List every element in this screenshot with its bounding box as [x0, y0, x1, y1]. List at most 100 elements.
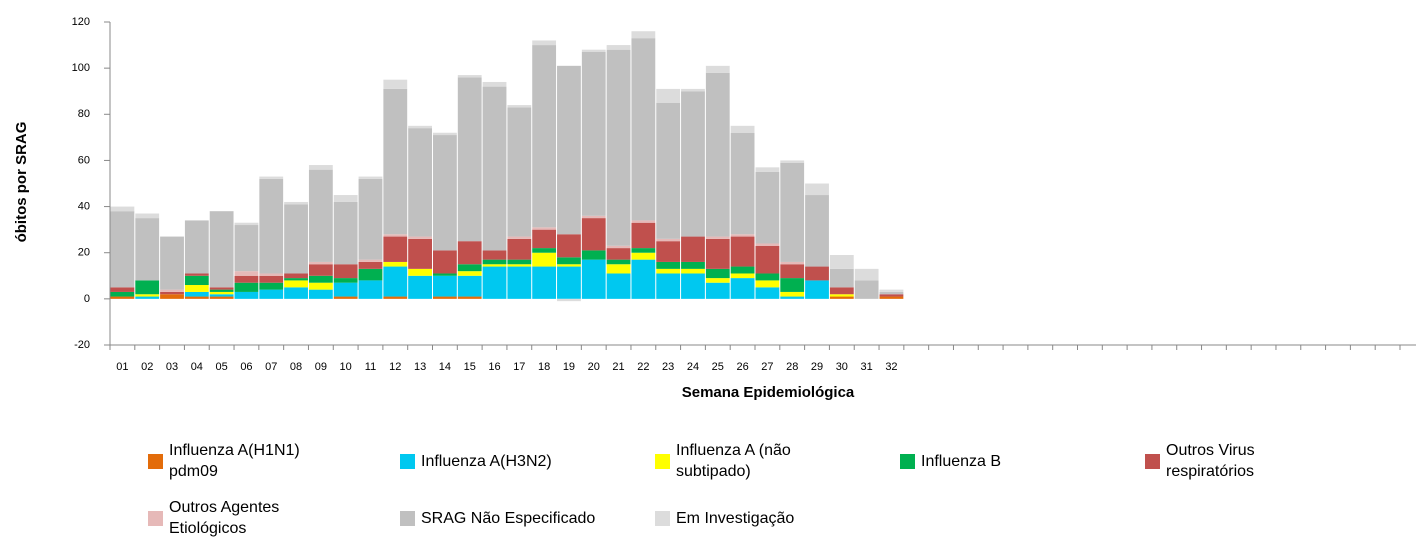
y-tick-label: -20 — [74, 339, 90, 351]
bar-segment — [681, 88, 705, 92]
bar-segment — [234, 225, 259, 272]
x-tick-label: 06 — [240, 361, 252, 373]
bar-segment — [879, 291, 904, 295]
bar-segment — [259, 282, 284, 290]
bar-segment — [805, 183, 829, 196]
bar-segment — [681, 236, 705, 262]
x-tick-label: 24 — [687, 361, 699, 373]
bar-segment — [705, 72, 730, 237]
bar-segment — [135, 218, 160, 281]
bar-segment — [308, 289, 333, 299]
bar-segment — [780, 160, 805, 163]
bar-segment — [829, 296, 854, 299]
bar-segment — [333, 278, 358, 283]
x-tick-label: 02 — [141, 361, 153, 373]
bar-segment — [705, 238, 730, 269]
bar-segment — [284, 201, 308, 205]
bar-segment — [532, 266, 557, 299]
bar-segment — [135, 213, 160, 219]
bar-segment — [557, 234, 581, 258]
bar-segment — [408, 275, 432, 299]
bar-segment — [234, 275, 259, 283]
legend-swatch — [655, 453, 670, 469]
bar-segment — [829, 294, 854, 297]
bar-segment — [482, 264, 507, 267]
bar-segment — [730, 236, 755, 267]
bar-segment — [755, 171, 780, 244]
y-tick-label: 100 — [72, 62, 90, 74]
bar-segment — [209, 211, 234, 288]
x-tick-label: 19 — [563, 361, 575, 373]
bar-segment — [333, 264, 358, 279]
bar-segment — [805, 266, 829, 281]
bar-segment — [532, 248, 557, 253]
bar-segment — [284, 278, 308, 281]
bar-segment — [259, 176, 284, 179]
bar-segment — [333, 195, 358, 202]
y-tick-label: 60 — [78, 154, 90, 166]
bar-segment — [581, 218, 606, 251]
bar-segment — [184, 273, 209, 276]
bar-segment — [606, 264, 631, 274]
bar-segment — [433, 250, 457, 274]
bar-segment — [110, 296, 135, 299]
bar-segment — [457, 75, 482, 78]
bar-segment — [755, 287, 780, 299]
y-tick-label: 20 — [78, 247, 90, 259]
bar-segment — [507, 259, 532, 265]
x-tick-label: 12 — [389, 361, 401, 373]
bar-segment — [457, 271, 482, 276]
bar-segment — [631, 38, 656, 221]
legend-swatch — [1145, 453, 1160, 469]
legend-label: Influenza A(H1N1) pdm09 — [169, 442, 300, 480]
bar-segment — [507, 238, 532, 260]
x-tick-label: 32 — [885, 361, 897, 373]
bar-segment — [160, 291, 184, 295]
bar-segment — [805, 280, 829, 299]
y-tick-label: 120 — [72, 16, 90, 28]
bar-segment — [581, 259, 606, 299]
bar-segment — [184, 285, 209, 292]
bar-segment — [383, 266, 408, 297]
bar-segment — [730, 273, 755, 279]
y-tick-label: 40 — [78, 200, 90, 212]
bar-segment — [681, 91, 705, 237]
bar-segment — [308, 169, 333, 262]
bar-segment — [656, 261, 681, 269]
legend-label: Influenza A (não subtipado) — [676, 442, 791, 480]
bar-segment — [879, 296, 904, 299]
bar-segment — [457, 264, 482, 272]
bar-segment — [333, 201, 358, 265]
bar-segment — [383, 261, 408, 267]
bar-segment — [705, 268, 730, 279]
bar-segment — [705, 236, 730, 239]
bar-segment — [482, 86, 507, 251]
bar-segment — [259, 178, 284, 274]
bar-segment — [780, 261, 805, 265]
bar-segment — [581, 51, 606, 216]
bar-segment — [507, 105, 532, 108]
bar-segment — [705, 65, 730, 73]
bar-segment — [184, 291, 209, 297]
bar-segment — [780, 278, 805, 292]
bar-segment — [780, 264, 805, 279]
bar-segment — [482, 81, 507, 87]
bar-segment — [209, 294, 234, 297]
x-tick-label: 07 — [265, 361, 277, 373]
bar-segment — [730, 132, 755, 235]
bar-segment — [656, 268, 681, 274]
bar-segment — [656, 88, 681, 103]
bar-segment — [209, 296, 234, 299]
bar-segment — [308, 165, 333, 170]
bar-segment — [631, 31, 656, 39]
bar-segment — [681, 268, 705, 274]
bar-segment — [606, 49, 631, 246]
x-tick-label: 26 — [736, 361, 748, 373]
legend-swatch — [400, 453, 415, 469]
legend-item: Outros Virus respiratórios — [1145, 438, 1375, 484]
bar-segment — [284, 280, 308, 288]
legend-swatch — [655, 510, 670, 526]
x-tick-label: 09 — [315, 361, 327, 373]
bar-segment — [829, 268, 854, 288]
